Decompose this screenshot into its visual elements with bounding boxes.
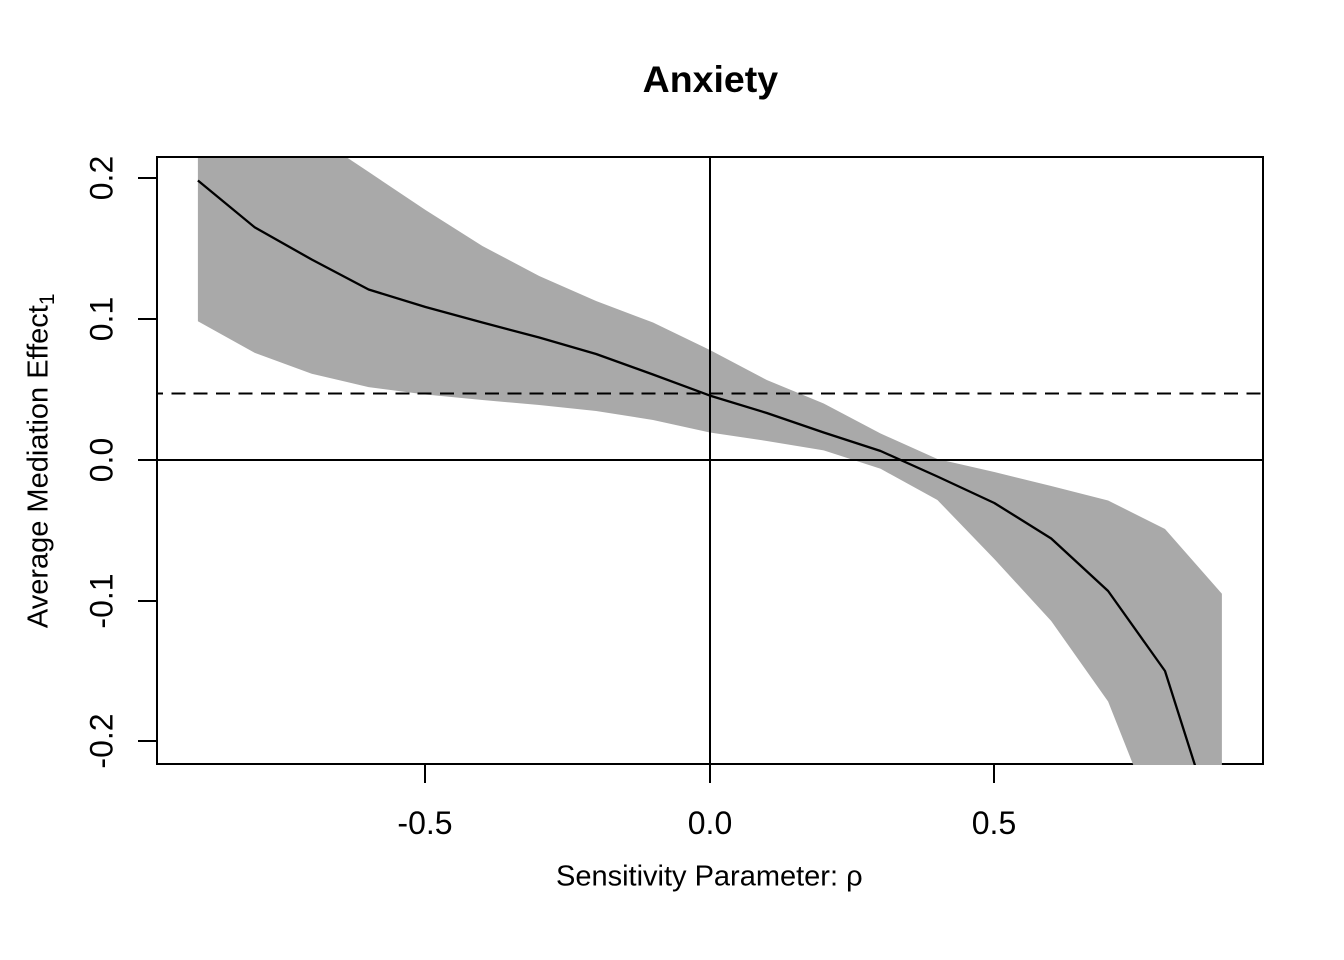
svg-text:Average Mediation Effect1: Average Mediation Effect1 [23,293,60,628]
svg-text:0.5: 0.5 [972,805,1016,841]
svg-text:0.0: 0.0 [688,805,732,841]
svg-text:Sensitivity Parameter: ρ: Sensitivity Parameter: ρ [556,861,863,893]
svg-text:0.0: 0.0 [84,438,120,482]
svg-text:0.1: 0.1 [84,297,120,341]
svg-text:Anxiety: Anxiety [643,58,779,100]
svg-text:0.2: 0.2 [84,156,120,200]
svg-text:-0.2: -0.2 [84,713,120,768]
svg-text:-0.1: -0.1 [84,573,120,628]
svg-text:-0.5: -0.5 [397,805,452,841]
